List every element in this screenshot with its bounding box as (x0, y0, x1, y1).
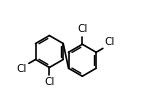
Text: Cl: Cl (105, 37, 115, 47)
Text: Cl: Cl (44, 77, 55, 87)
Text: Cl: Cl (77, 24, 88, 34)
Text: Cl: Cl (16, 64, 27, 74)
